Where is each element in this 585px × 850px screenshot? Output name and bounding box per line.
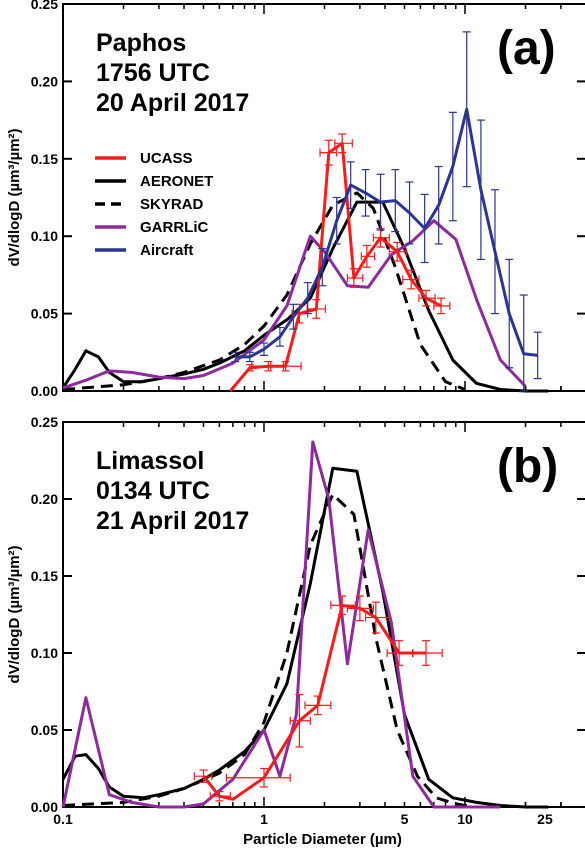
y-tick-label: 0.20 [31, 491, 58, 507]
legend-label: Aircraft [140, 242, 193, 259]
series-line-skyrad [62, 191, 466, 391]
x-tick-label: 10 [457, 811, 473, 827]
y-tick-label: 0.05 [31, 722, 58, 738]
y-tick-label: 0.20 [31, 73, 58, 89]
panel-b: 0.00 0.05 0.10 0.15 0.20 0.25 0.1 1 5 10 25 dV/dlog… [6, 414, 585, 848]
legend-label: AERONET [140, 173, 213, 190]
annotation-line: Paphos [96, 29, 186, 57]
x-tick-label: 0.1 [53, 811, 73, 827]
panel-label: (b) [497, 440, 558, 493]
annotation-line: Limassol [96, 447, 204, 475]
y-tick-label: 0.05 [31, 306, 58, 322]
panel-a: 0.00 0.05 0.10 0.15 0.20 0.25 dV/dlogD (µm³/µm… [6, 0, 585, 399]
y-tick-label: 0.15 [31, 568, 58, 584]
x-tick-label: 5 [401, 811, 409, 827]
y-tick-label: 0.25 [31, 414, 58, 430]
x-tick-label: 1 [260, 811, 268, 827]
legend-label: UCASS [140, 150, 193, 167]
series-line-garrlic [61, 440, 501, 809]
y-axis-label: dV/dlogD (µm³/µm²) [6, 545, 23, 683]
series-line-aircraft [235, 107, 538, 359]
y-tick-label: 0.00 [31, 383, 58, 399]
y-tick-label: 0.00 [31, 799, 58, 815]
y-tick-label: 0.10 [31, 645, 58, 661]
legend-label: GARRLiC [140, 219, 208, 236]
annotation-line: 21 April 2017 [96, 507, 249, 535]
y-tick-label: 0.10 [31, 228, 58, 244]
x-axis-label: Particle Diameter (µm) [243, 831, 402, 848]
annotation-line: 1756 UTC [96, 59, 210, 87]
y-axis-label: dV/dlogD (µm³/µm²) [6, 128, 23, 266]
annotation-line: 20 April 2017 [96, 89, 249, 117]
y-tick-label: 0.25 [31, 0, 58, 12]
x-tick-label: 25 [537, 811, 553, 827]
series-line-garrlic [62, 219, 527, 390]
series-line-skyrad [62, 492, 474, 809]
annotation-line: 0134 UTC [96, 477, 210, 505]
y-tick-label: 0.15 [31, 151, 58, 167]
panel-label: (a) [497, 22, 556, 75]
legend-label: SKYRAD [140, 196, 204, 213]
